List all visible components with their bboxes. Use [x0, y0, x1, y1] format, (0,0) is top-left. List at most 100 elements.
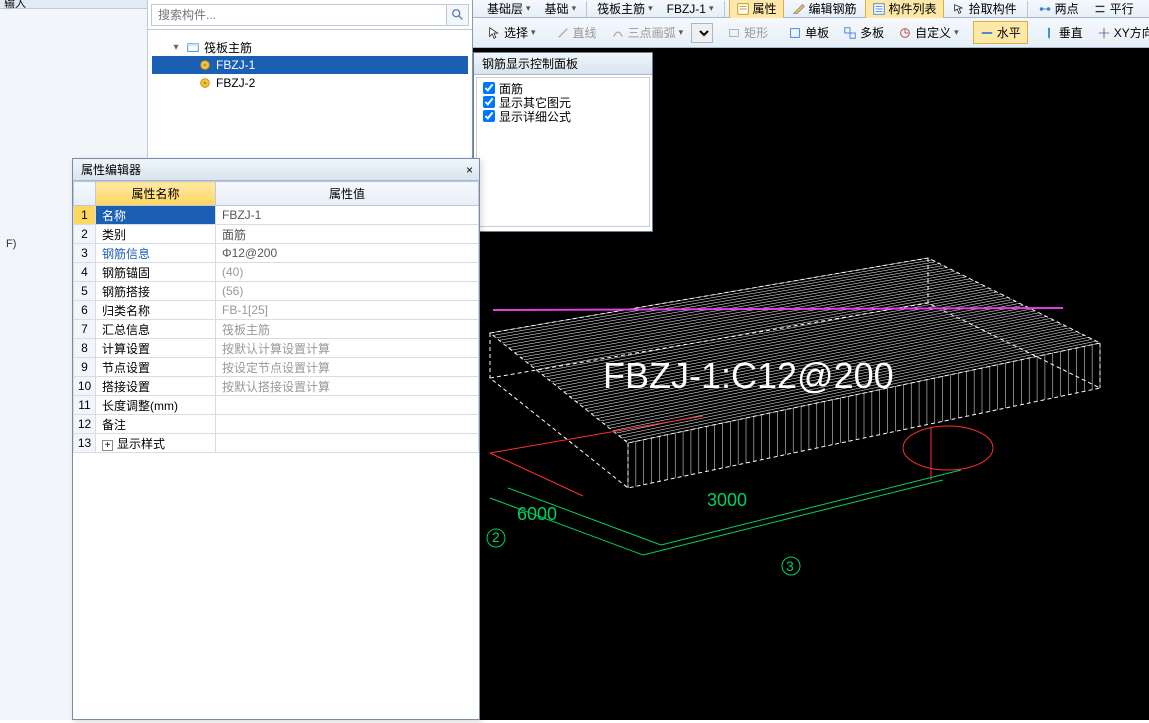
prop-name: 名称: [96, 206, 216, 225]
prop-value[interactable]: 筏板主筋: [216, 320, 479, 339]
single-button[interactable]: 单板: [782, 22, 835, 43]
prop-value[interactable]: [216, 415, 479, 434]
multi-icon: [843, 26, 857, 40]
close-icon[interactable]: ×: [460, 163, 479, 177]
table-row[interactable]: 1名称FBZJ-1: [74, 206, 479, 225]
attr-button[interactable]: 属性: [729, 0, 784, 20]
pencil-icon: [792, 2, 806, 16]
list-button[interactable]: 构件列表: [865, 0, 944, 20]
row-number: 3: [74, 244, 96, 263]
tree-root[interactable]: ▾ 筏板主筋: [152, 38, 468, 56]
row-number: 4: [74, 263, 96, 282]
list-icon: [872, 2, 886, 16]
search-row: [148, 0, 472, 30]
parallel-button[interactable]: 平行: [1087, 0, 1140, 19]
col-name: 属性名称: [96, 182, 216, 206]
prop-name: 长度调整(mm): [96, 396, 216, 415]
vert-icon: [1042, 26, 1056, 40]
row-number: 11: [74, 396, 96, 415]
multi-button[interactable]: 多板: [837, 22, 890, 43]
select-button[interactable]: 选择▾: [481, 22, 542, 43]
checkbox[interactable]: [483, 110, 495, 122]
twopoint-icon: [1038, 2, 1052, 16]
row-number: 1: [74, 206, 96, 225]
line-button[interactable]: 直线: [550, 22, 603, 43]
prop-value[interactable]: Φ12@200: [216, 244, 479, 263]
prop-name: +显示样式: [96, 434, 216, 453]
property-editor: 属性编辑器 × 属性名称 属性值 1名称FBZJ-12类别面筋3钢筋信息Φ12@…: [72, 158, 480, 720]
combo-blank[interactable]: [691, 23, 713, 43]
table-row[interactable]: 12备注: [74, 415, 479, 434]
search-input[interactable]: [151, 4, 447, 26]
grid-mark-2: 2: [492, 529, 500, 545]
prop-value[interactable]: 按设定节点设置计算: [216, 358, 479, 377]
edit-rebar-button[interactable]: 编辑钢筋: [786, 0, 863, 19]
checkbox[interactable]: [483, 96, 495, 108]
prop-value[interactable]: [216, 396, 479, 415]
prop-value[interactable]: 按默认计算设置计算: [216, 339, 479, 358]
prop-name: 钢筋搭接: [96, 282, 216, 301]
prop-value[interactable]: (56): [216, 282, 479, 301]
row-number: 10: [74, 377, 96, 396]
pick-button[interactable]: 拾取构件: [946, 0, 1023, 19]
prop-name: 钢筋锚固: [96, 263, 216, 282]
prop-value[interactable]: 按默认搭接设置计算: [216, 377, 479, 396]
row-number: 7: [74, 320, 96, 339]
table-row[interactable]: 11长度调整(mm): [74, 396, 479, 415]
table-row[interactable]: 13+显示样式: [74, 434, 479, 453]
gear-icon: [198, 58, 212, 72]
combo-floor[interactable]: 基础层▾: [481, 0, 537, 19]
table-row[interactable]: 10搭接设置按默认搭接设置计算: [74, 377, 479, 396]
row-number: 8: [74, 339, 96, 358]
table-row[interactable]: 2类别面筋: [74, 225, 479, 244]
arc-button[interactable]: 三点画弧▾: [605, 22, 690, 43]
table-row[interactable]: 7汇总信息筏板主筋: [74, 320, 479, 339]
toolbar-row-2: 选择▾ 直线 三点画弧▾ 矩形 单板 多板 自定义▾ 水平 垂直 XY方向: [473, 18, 1149, 48]
combo-category[interactable]: 基础▾: [539, 0, 583, 19]
prop-value[interactable]: FB-1[25]: [216, 301, 479, 320]
table-row[interactable]: 8计算设置按默认计算设置计算: [74, 339, 479, 358]
row-number: 5: [74, 282, 96, 301]
vert-button[interactable]: 垂直: [1036, 22, 1089, 43]
custom-icon: [898, 26, 912, 40]
grid-mark-3: 3: [786, 558, 794, 574]
table-row[interactable]: 4钢筋锚固(40): [74, 263, 479, 282]
search-button[interactable]: [447, 4, 469, 26]
dimension-1: 6000: [517, 504, 557, 525]
panel-option[interactable]: 显示详细公式: [483, 109, 643, 123]
arc-icon: [611, 26, 625, 40]
rect-button[interactable]: 矩形: [721, 22, 774, 43]
tree-item[interactable]: FBZJ-1: [152, 56, 468, 74]
table-row[interactable]: 6归类名称FB-1[25]: [74, 301, 479, 320]
table-row[interactable]: 9节点设置按设定节点设置计算: [74, 358, 479, 377]
checkbox[interactable]: [483, 82, 495, 94]
prop-name: 搭接设置: [96, 377, 216, 396]
combo-type[interactable]: 筏板主筋▾: [591, 0, 659, 19]
toolbar-row-1: 基础层▾ 基础▾ 筏板主筋▾ FBZJ-1▾ 属性 编辑钢筋 构件列表 拾取构件…: [473, 0, 1149, 18]
property-title-bar[interactable]: 属性编辑器 ×: [73, 159, 479, 181]
prop-value[interactable]: FBZJ-1: [216, 206, 479, 225]
search-icon: [451, 8, 465, 22]
component-tree: ▾ 筏板主筋 FBZJ-1 FBZJ-2: [148, 30, 472, 100]
model-label: FBZJ-1:C12@200: [603, 355, 894, 397]
prop-value[interactable]: (40): [216, 263, 479, 282]
combo-component[interactable]: FBZJ-1▾: [661, 0, 720, 18]
twopoint-button[interactable]: 两点: [1032, 0, 1085, 19]
rect-icon: [727, 26, 741, 40]
horiz-button[interactable]: 水平: [973, 21, 1028, 44]
pick-icon: [952, 2, 966, 16]
property-title: 属性编辑器: [81, 161, 141, 178]
xy-button[interactable]: XY方向: [1091, 22, 1149, 43]
table-row[interactable]: 5钢筋搭接(56): [74, 282, 479, 301]
rebar-display-panel: 钢筋显示控制面板 面筋 显示其它图元 显示详细公式: [473, 52, 653, 232]
dimension-2: 3000: [707, 490, 747, 511]
prop-value[interactable]: 面筋: [216, 225, 479, 244]
left-header: 输入: [0, 0, 147, 9]
tree-item[interactable]: FBZJ-2: [152, 74, 468, 92]
table-row[interactable]: 3钢筋信息Φ12@200: [74, 244, 479, 263]
prop-value[interactable]: [216, 434, 479, 453]
custom-button[interactable]: 自定义▾: [892, 22, 965, 43]
single-icon: [788, 26, 802, 40]
expand-icon[interactable]: ▾: [170, 42, 182, 53]
row-number: 9: [74, 358, 96, 377]
